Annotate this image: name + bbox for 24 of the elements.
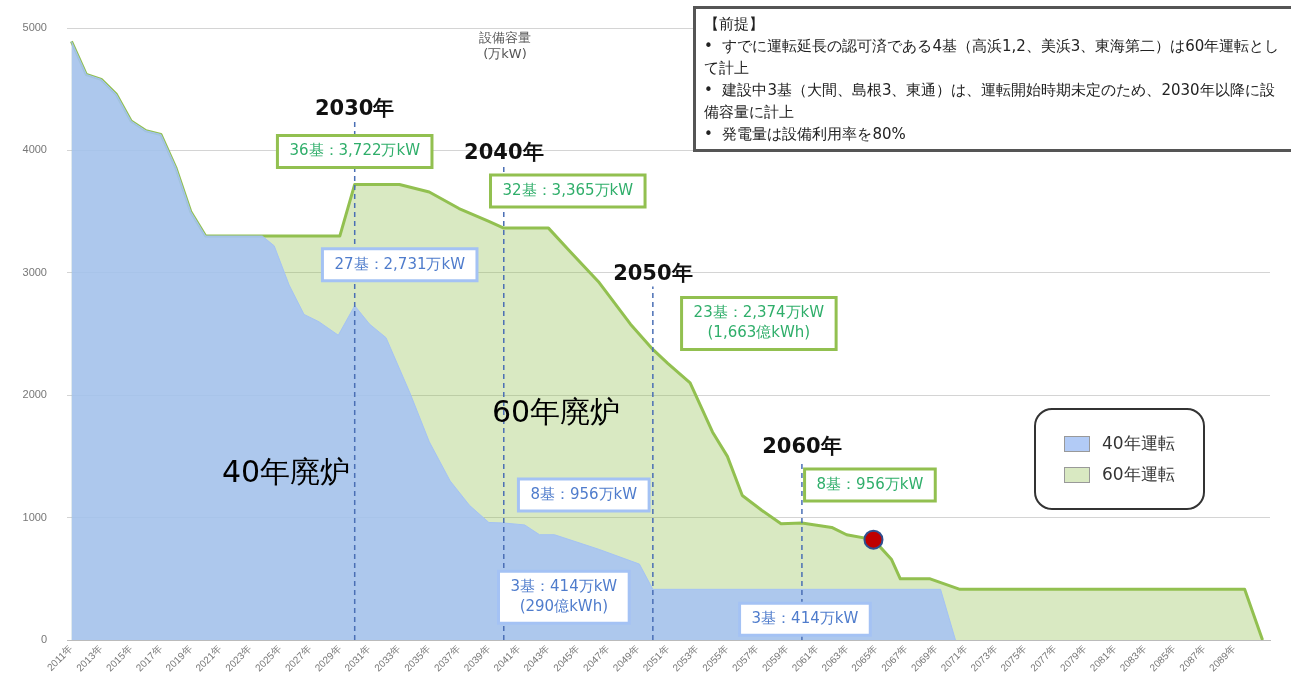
y-axis-title: 設備容量 (万kW) <box>478 30 532 62</box>
annotation: 23基：2,374万kW (1,663億kWh) <box>693 303 825 342</box>
ref-line-label: 2040年 <box>464 139 544 164</box>
y-tick-label: 2000 <box>22 388 47 401</box>
y-tick-label: 3000 <box>22 265 47 278</box>
annotation: 【前提】 • すでに運転延長の認可済である4基（高浜1,2、美浜3、東海第二）は60年運転として計上 • 建設中3基（大間、島根3、東通）は、運転開始時期未定のため、2030年以降に設備容量に計上 • 発電量は設備利用率を80% <box>693 6 1291 152</box>
ref-line-label: 2060年 <box>762 434 842 459</box>
y-tick-label: 4000 <box>22 143 47 156</box>
annotation: 3基：414万kW (290億kWh) <box>510 577 618 616</box>
ref-line-label: 2050年 <box>613 260 693 285</box>
annotation: 32基：3,365万kW <box>502 181 634 200</box>
legend-label: 40年運転 <box>1102 432 1175 455</box>
annotation: 40年廃炉 <box>222 453 351 491</box>
y-tick-label: 5000 <box>22 21 47 34</box>
annotation: 60年廃炉 <box>492 393 621 431</box>
annotation: 27基：2,731万kW <box>334 254 466 273</box>
annotation: 36基：3,722万kW <box>289 141 421 160</box>
annotation: 8基：956万kW <box>530 484 638 503</box>
y-tick-label: 0 <box>40 633 47 646</box>
ref-line-label: 2030年 <box>314 95 395 120</box>
annotation: 3基：414万kW <box>751 609 859 628</box>
y-tick-label: 1000 <box>22 510 47 523</box>
legend-label: 60年運転 <box>1102 463 1175 486</box>
annotation: 8基：956万kW <box>816 474 924 493</box>
